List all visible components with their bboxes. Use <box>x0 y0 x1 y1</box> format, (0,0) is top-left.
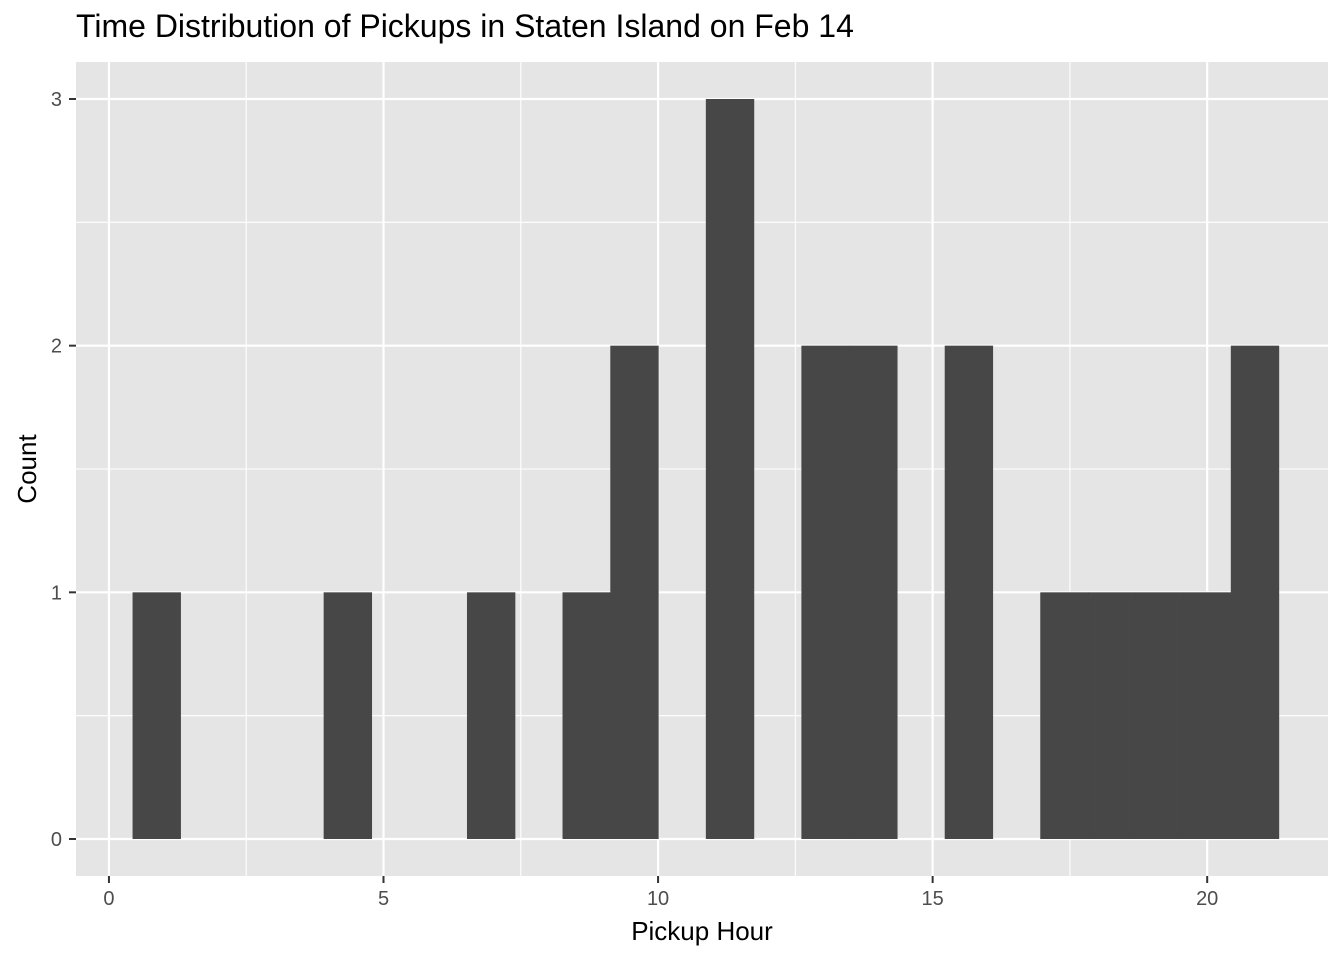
x-tick-label: 10 <box>647 888 669 910</box>
y-tick-label: 2 <box>51 336 62 358</box>
x-axis-title: Pickup Hour <box>631 916 773 946</box>
histogram-bar <box>323 592 373 839</box>
histogram-bar <box>944 345 994 839</box>
histogram-bar <box>1183 592 1232 839</box>
y-tick-label: 1 <box>51 582 62 604</box>
y-tick-label: 0 <box>51 829 62 851</box>
histogram-bar <box>562 592 611 839</box>
x-tick-label: 15 <box>922 888 944 910</box>
histogram-bar <box>1088 592 1137 839</box>
histogram-bar <box>1135 592 1185 839</box>
histogram-bar <box>705 99 755 839</box>
histogram-bar <box>1230 345 1280 839</box>
histogram-bar <box>801 345 850 839</box>
x-tick-label: 5 <box>378 888 389 910</box>
y-axis-title: Count <box>12 434 42 504</box>
y-tick-label: 3 <box>51 89 62 111</box>
histogram-bar <box>610 345 659 839</box>
histogram-bar <box>132 592 181 839</box>
x-tick-label: 20 <box>1196 888 1218 910</box>
chart-title: Time Distribution of Pickups in Staten I… <box>76 8 854 44</box>
histogram-bar <box>1040 592 1089 839</box>
histogram-bar <box>849 345 898 839</box>
histogram-bar <box>466 592 516 839</box>
x-tick-label: 0 <box>103 888 114 910</box>
